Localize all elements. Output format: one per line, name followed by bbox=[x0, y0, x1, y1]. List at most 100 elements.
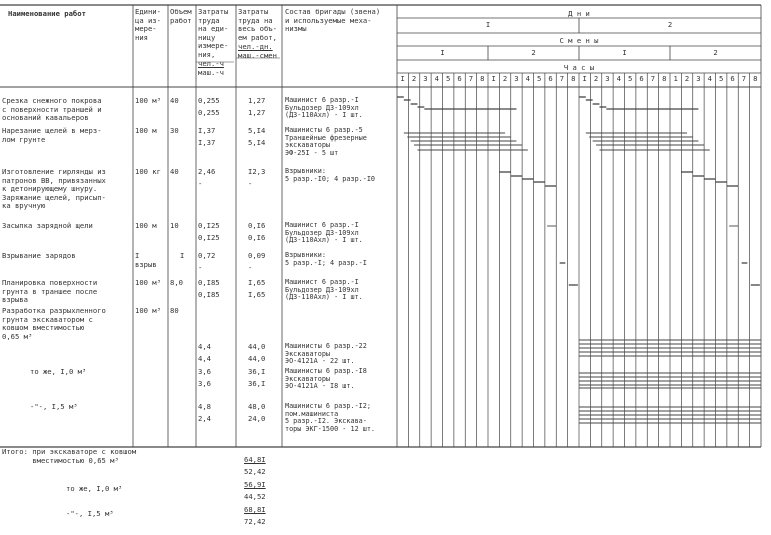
header-volume: Объем работ bbox=[170, 7, 192, 25]
work-unit: I взрыв bbox=[135, 251, 157, 269]
labor-unit-1: 0,I25 bbox=[198, 221, 220, 230]
hour-cell: I bbox=[400, 74, 405, 83]
hour-cell: 6 bbox=[730, 74, 735, 83]
labor-unit-2: 4,4 bbox=[198, 354, 211, 363]
header-labor-unit-num: чел.-ч bbox=[198, 59, 224, 68]
labor-total-1: 5,I4 bbox=[248, 126, 266, 135]
totals-label-3: -"-, I,5 м³ bbox=[66, 509, 114, 518]
labor-total-2: - bbox=[248, 263, 253, 272]
hour-cell: 7 bbox=[468, 74, 474, 83]
shifts-label: С м е н ы bbox=[559, 36, 599, 45]
work-unit: 100 м³ bbox=[135, 96, 161, 105]
hour-cell: 8 bbox=[662, 74, 667, 83]
days-label: Д н и bbox=[568, 9, 590, 18]
crew: Взрывники: 5 разр.-I0; 4 разр.-I0 bbox=[285, 167, 376, 183]
labor-unit-2: - bbox=[198, 263, 203, 272]
hour-cell: 4 bbox=[434, 74, 439, 83]
hour-cell: 5 bbox=[537, 74, 542, 83]
hour-cell: 3 bbox=[514, 74, 519, 83]
labor-total-2: 36,I bbox=[248, 379, 266, 388]
labor-unit-2: I,37 bbox=[198, 138, 216, 147]
hour-cell: 8 bbox=[571, 74, 576, 83]
hour-cell: 4 bbox=[616, 74, 621, 83]
labor-unit-2: 2,4 bbox=[198, 414, 211, 423]
labor-unit-1: 4,4 bbox=[198, 342, 211, 351]
header-name: Наименование работ bbox=[8, 9, 86, 18]
labor-total-1: 0,I6 bbox=[248, 221, 266, 230]
work-unit: 100 м³ bbox=[135, 306, 161, 315]
work-volume: I bbox=[180, 251, 185, 260]
day-2: 2 bbox=[667, 20, 673, 29]
crew: Машинист 6 разр.-I Бульдозер ДЗ-109хл (Д… bbox=[285, 221, 363, 245]
labor-unit-1: 3,6 bbox=[198, 367, 211, 376]
hour-cell: 7 bbox=[559, 74, 565, 83]
work-name: Разработка разрыхленного грунта экскават… bbox=[2, 306, 106, 341]
day-1: I bbox=[485, 20, 491, 29]
work-volume: 30 bbox=[170, 126, 179, 135]
labor-total-1: 1,27 bbox=[248, 96, 266, 105]
work-unit: 100 кг bbox=[135, 167, 161, 176]
work-name: Изготовление гирлянды из патронов ВВ, пр… bbox=[2, 167, 106, 211]
shift-1: I bbox=[440, 48, 445, 57]
labor-total-2: 44,0 bbox=[248, 354, 266, 363]
labor-unit-1: 0,I85 bbox=[198, 278, 220, 287]
hour-cell: 7 bbox=[650, 74, 656, 83]
hour-cell: 3 bbox=[605, 74, 610, 83]
labor-total-2: - bbox=[248, 179, 253, 188]
total-2-num: 56,9I bbox=[244, 480, 266, 489]
hour-cell: 5 bbox=[719, 74, 724, 83]
hour-cell: 5 bbox=[628, 74, 633, 83]
hour-cell: 8 bbox=[753, 74, 758, 83]
labor-unit-2: - bbox=[198, 179, 203, 188]
total-3-den: 72,42 bbox=[244, 517, 266, 526]
labor-total-2: 1,27 bbox=[248, 108, 266, 117]
hour-cell: 2 bbox=[684, 74, 690, 83]
work-name: Засыпка зарядной щели bbox=[2, 221, 93, 230]
labor-total-2: 0,I6 bbox=[248, 233, 266, 242]
work-volume: 40 bbox=[170, 96, 179, 105]
hour-cell: 6 bbox=[457, 74, 462, 83]
header-labor-total: Затраты труда на весь объ- ем работ, bbox=[238, 7, 277, 42]
work-name: -"-, I,5 м³ bbox=[30, 402, 78, 411]
hour-cell: 3 bbox=[423, 74, 428, 83]
header-labor-total-den: маш.-смен bbox=[238, 51, 277, 60]
crew: Машинисты 6 разр.-22 Экскаваторы ЭО-4121… bbox=[285, 342, 367, 366]
work-volume: 8,0 bbox=[170, 278, 183, 287]
labor-unit-1: 0,72 bbox=[198, 251, 216, 260]
labor-unit-2: 0,255 bbox=[198, 108, 220, 117]
hour-cell: I bbox=[491, 74, 496, 83]
labor-total-1: 44,0 bbox=[248, 342, 266, 351]
crew: Машинисты 6 разр.-I2; пом.машиниста 5 ра… bbox=[285, 402, 376, 433]
labor-unit-2: 0,I85 bbox=[198, 290, 220, 299]
total-1-den: 52,42 bbox=[244, 467, 266, 476]
header-labor-total-num: чел.-дн. bbox=[238, 42, 273, 51]
work-unit: 100 м bbox=[135, 126, 157, 135]
hour-cell: 1 bbox=[673, 74, 678, 83]
header-labor-unit-den: маш.-ч bbox=[198, 68, 224, 77]
totals-label-2: то же, I,0 м³ bbox=[66, 484, 123, 493]
hour-cell: 8 bbox=[480, 74, 485, 83]
hour-cell: 3 bbox=[696, 74, 701, 83]
work-volume: 10 bbox=[170, 221, 179, 230]
hours-label: Ч а с ы bbox=[563, 63, 595, 72]
labor-unit-1: 4,8 bbox=[198, 402, 211, 411]
labor-total-1: I2,3 bbox=[248, 167, 266, 176]
labor-unit-1: 0,255 bbox=[198, 96, 220, 105]
labor-unit-1: 2,46 bbox=[198, 167, 216, 176]
work-unit: 100 м³ bbox=[135, 278, 161, 287]
hour-cell: 2 bbox=[502, 74, 508, 83]
hour-cell: 6 bbox=[639, 74, 644, 83]
hour-cell: 6 bbox=[548, 74, 553, 83]
crew: Машинисты 6 разр.-I8 Экскаваторы ЭО-4121… bbox=[285, 367, 367, 391]
labor-total-2: 24,0 bbox=[248, 414, 266, 423]
work-name: Нарезание щелей в мерз- лом грунте bbox=[2, 126, 102, 144]
shift-2: 2 bbox=[531, 48, 536, 57]
header-crew: Состав бригады (звена) и используемые ме… bbox=[285, 7, 381, 34]
totals-label: Итого: при экскаваторе с ковшом вместимо… bbox=[2, 447, 137, 465]
header-labor-unit: Затраты труда на еди- ницу измере- ния, bbox=[198, 7, 229, 59]
hour-cell: 7 bbox=[741, 74, 747, 83]
hour-cell: 4 bbox=[525, 74, 530, 83]
hour-cell: 2 bbox=[593, 74, 599, 83]
labor-total-1: 36,I bbox=[248, 367, 266, 376]
